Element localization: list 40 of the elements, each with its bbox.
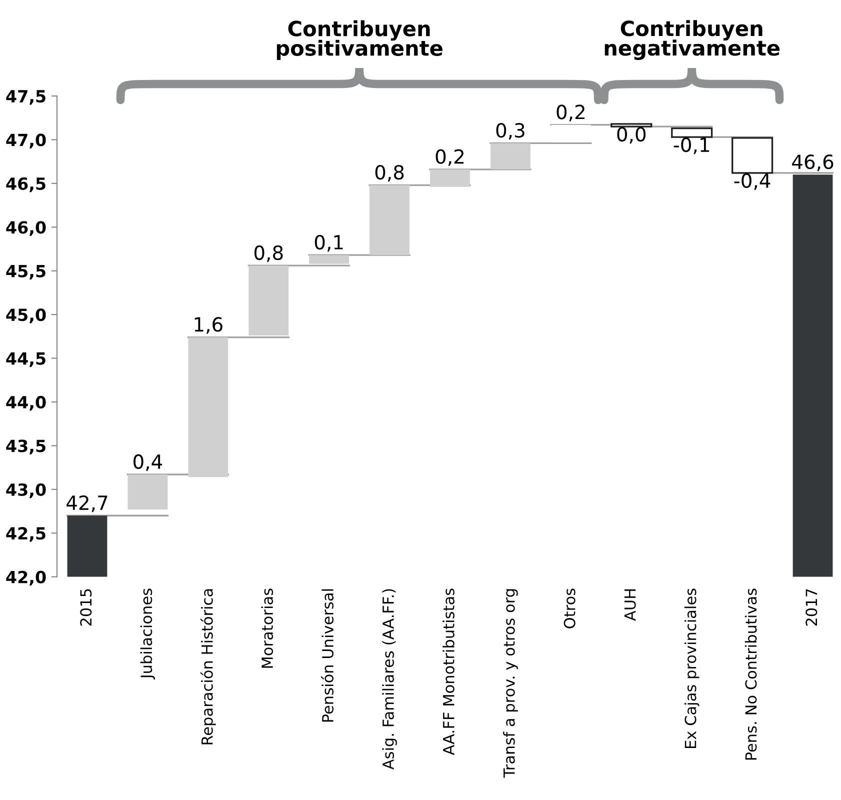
y-tick-label: 42,5 <box>6 527 46 542</box>
y-tick-label: 46,5 <box>6 177 46 192</box>
y-tick-label: 45,5 <box>6 265 46 280</box>
x-tick-label: Moratorias <box>261 588 274 668</box>
y-tick-label: 43,0 <box>6 483 46 498</box>
text: Contribuyen positivamente <box>276 20 442 60</box>
x-tick-label: AA.FF Monotributistas <box>442 588 454 756</box>
data-label: 0,8 <box>375 164 404 182</box>
y-tick-label: 44,5 <box>6 352 46 367</box>
data-label: 0,1 <box>314 234 343 252</box>
x-tick-label: AUH <box>624 589 636 621</box>
y-tick-label: 42,0 <box>6 570 46 586</box>
data-label: 0,4 <box>134 454 162 471</box>
x-tick-label: Pensión Universal <box>321 589 334 722</box>
x-tick-label: Reparación Histórica <box>200 589 216 744</box>
x-tick-label: Transf a prov. y otros org <box>503 589 518 778</box>
y-tick-label: 47,5 <box>6 90 46 105</box>
data-label: 1,6 <box>194 317 222 334</box>
x-tick-label: Pens. No Contributivas <box>744 588 757 760</box>
y-tick-label: 43,5 <box>6 440 46 454</box>
data-label: 0,2 <box>436 149 464 166</box>
x-tick-label: 2015 <box>80 589 92 626</box>
x-tick-label: Asig. Familiares (AA.FF.) <box>382 589 397 770</box>
data-label: 0,2 <box>556 104 584 122</box>
data-label: 46,6 <box>792 154 834 172</box>
x-tick-label: Jubilaciones <box>140 588 155 680</box>
y-tick-label: 46,0 <box>6 221 46 236</box>
data-label: 0,8 <box>254 245 283 262</box>
y-tick-label: 44,0 <box>6 396 46 411</box>
text: Contribuyen negativamente <box>604 20 780 60</box>
data-label: 0,0 <box>617 126 646 144</box>
y-tick-label: 45,0 <box>6 308 46 324</box>
x-tick-label: 2017 <box>806 589 818 626</box>
data-label: -0,1 <box>674 137 710 154</box>
data-label: 42,7 <box>66 495 108 512</box>
y-tick-label: 47,0 <box>6 134 46 148</box>
data-label: 0,3 <box>496 122 524 140</box>
data-label: -0,4 <box>734 173 770 190</box>
x-tick-label: Ex Cajas provinciales <box>684 588 700 748</box>
x-tick-label: Otros <box>564 588 576 628</box>
